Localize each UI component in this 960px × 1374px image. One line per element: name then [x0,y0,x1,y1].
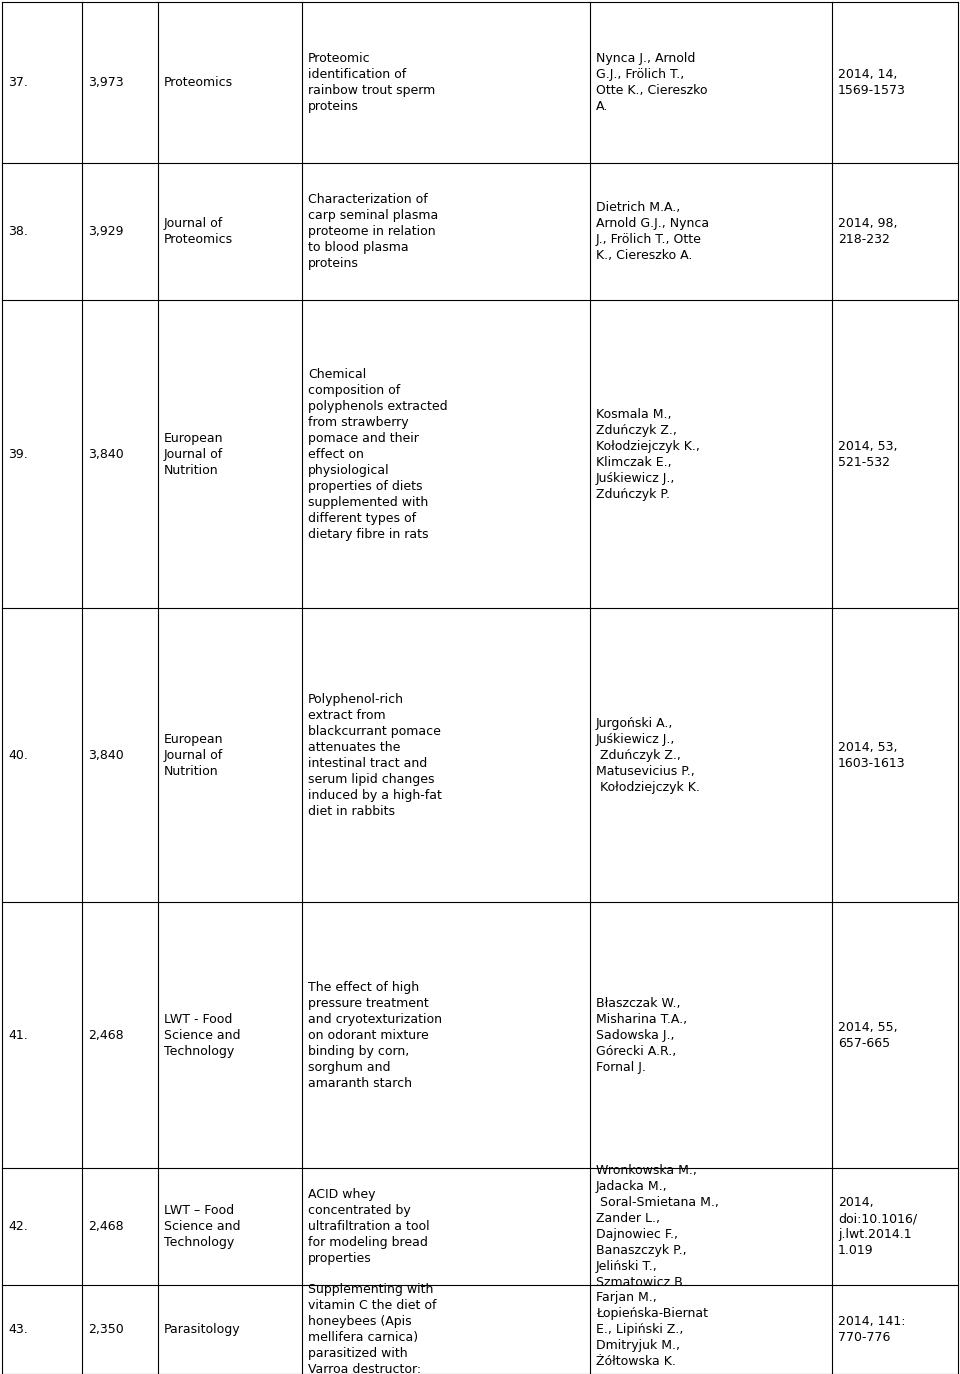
Text: 2014, 14,
1569-1573: 2014, 14, 1569-1573 [838,67,906,98]
Text: 2014, 53,
521-532: 2014, 53, 521-532 [838,440,898,469]
Text: Parasitology: Parasitology [164,1323,241,1336]
Text: 3,929: 3,929 [88,225,124,238]
Text: Polyphenol-rich
extract from
blackcurrant pomace
attenuates the
intestinal tract: Polyphenol-rich extract from blackcurran… [308,692,442,818]
Text: European
Journal of
Nutrition: European Journal of Nutrition [164,732,224,778]
Text: 2,468: 2,468 [88,1220,124,1232]
Text: 43.: 43. [8,1323,28,1336]
Text: Characterization of
carp seminal plasma
proteome in relation
to blood plasma
pro: Characterization of carp seminal plasma … [308,192,439,271]
Text: 38.: 38. [8,225,28,238]
Text: Kosmala M.,
Zduńczyk Z.,
Kołodziejczyk K.,
Klimczak E.,
Juśkiewicz J.,
Zduńczyk : Kosmala M., Zduńczyk Z., Kołodziejczyk K… [596,408,700,500]
Text: 2014, 98,
218-232: 2014, 98, 218-232 [838,217,898,246]
Text: 39.: 39. [8,448,28,460]
Text: Chemical
composition of
polyphenols extracted
from strawberry
pomace and their
e: Chemical composition of polyphenols extr… [308,367,447,540]
Text: 2014,
doi:10.1016/
j.lwt.2014.1
1.019: 2014, doi:10.1016/ j.lwt.2014.1 1.019 [838,1195,917,1257]
Text: Nynca J., Arnold
G.J., Frölich T.,
Otte K., Ciereszko
A.: Nynca J., Arnold G.J., Frölich T., Otte … [596,52,708,113]
Text: 3,840: 3,840 [88,749,124,761]
Text: Supplementing with
vitamin C the diet of
honeybees (Apis
mellifera carnica)
para: Supplementing with vitamin C the diet of… [308,1283,437,1374]
Text: Proteomics: Proteomics [164,76,233,89]
Text: Wronkowska M.,
Jadacka M.,
 Soral-Smietana M.,
Zander L.,
Dajnowiec F.,
Banaszcz: Wronkowska M., Jadacka M., Soral-Smietan… [596,1164,719,1289]
Text: ACID whey
concentrated by
ultrafiltration a tool
for modeling bread
properties: ACID whey concentrated by ultrafiltratio… [308,1189,430,1265]
Text: 37.: 37. [8,76,28,89]
Text: 2014, 141:
770-776: 2014, 141: 770-776 [838,1315,905,1344]
Text: Błaszczak W.,
Misharina T.A.,
Sadowska J.,
Górecki A.R.,
Fornal J.: Błaszczak W., Misharina T.A., Sadowska J… [596,996,687,1073]
Text: 2,350: 2,350 [88,1323,124,1336]
Text: LWT - Food
Science and
Technology: LWT - Food Science and Technology [164,1013,241,1058]
Text: 40.: 40. [8,749,28,761]
Text: 3,973: 3,973 [88,76,124,89]
Text: 2,468: 2,468 [88,1029,124,1041]
Text: 2014, 55,
657-665: 2014, 55, 657-665 [838,1021,898,1050]
Text: Farjan M.,
Łopieńska-Biernat
E., Lipiński Z.,
Dmitryjuk M.,
Żółtowska K.: Farjan M., Łopieńska-Biernat E., Lipińsk… [596,1292,708,1369]
Text: Jurgoński A.,
Juśkiewicz J.,
 Zduńczyk Z.,
Matusevicius P.,
 Kołodziejczyk K.: Jurgoński A., Juśkiewicz J., Zduńczyk Z.… [596,716,700,794]
Text: 42.: 42. [8,1220,28,1232]
Text: LWT – Food
Science and
Technology: LWT – Food Science and Technology [164,1204,241,1249]
Text: European
Journal of
Nutrition: European Journal of Nutrition [164,431,224,477]
Text: 3,840: 3,840 [88,448,124,460]
Text: 41.: 41. [8,1029,28,1041]
Text: 2014, 53,
1603-1613: 2014, 53, 1603-1613 [838,741,905,769]
Text: Dietrich M.A.,
Arnold G.J., Nynca
J., Frölich T., Otte
K., Ciereszko A.: Dietrich M.A., Arnold G.J., Nynca J., Fr… [596,201,709,262]
Text: Proteomic
identification of
rainbow trout sperm
proteins: Proteomic identification of rainbow trou… [308,52,435,113]
Text: The effect of high
pressure treatment
and cryotexturization
on odorant mixture
b: The effect of high pressure treatment an… [308,981,442,1090]
Text: Journal of
Proteomics: Journal of Proteomics [164,217,233,246]
